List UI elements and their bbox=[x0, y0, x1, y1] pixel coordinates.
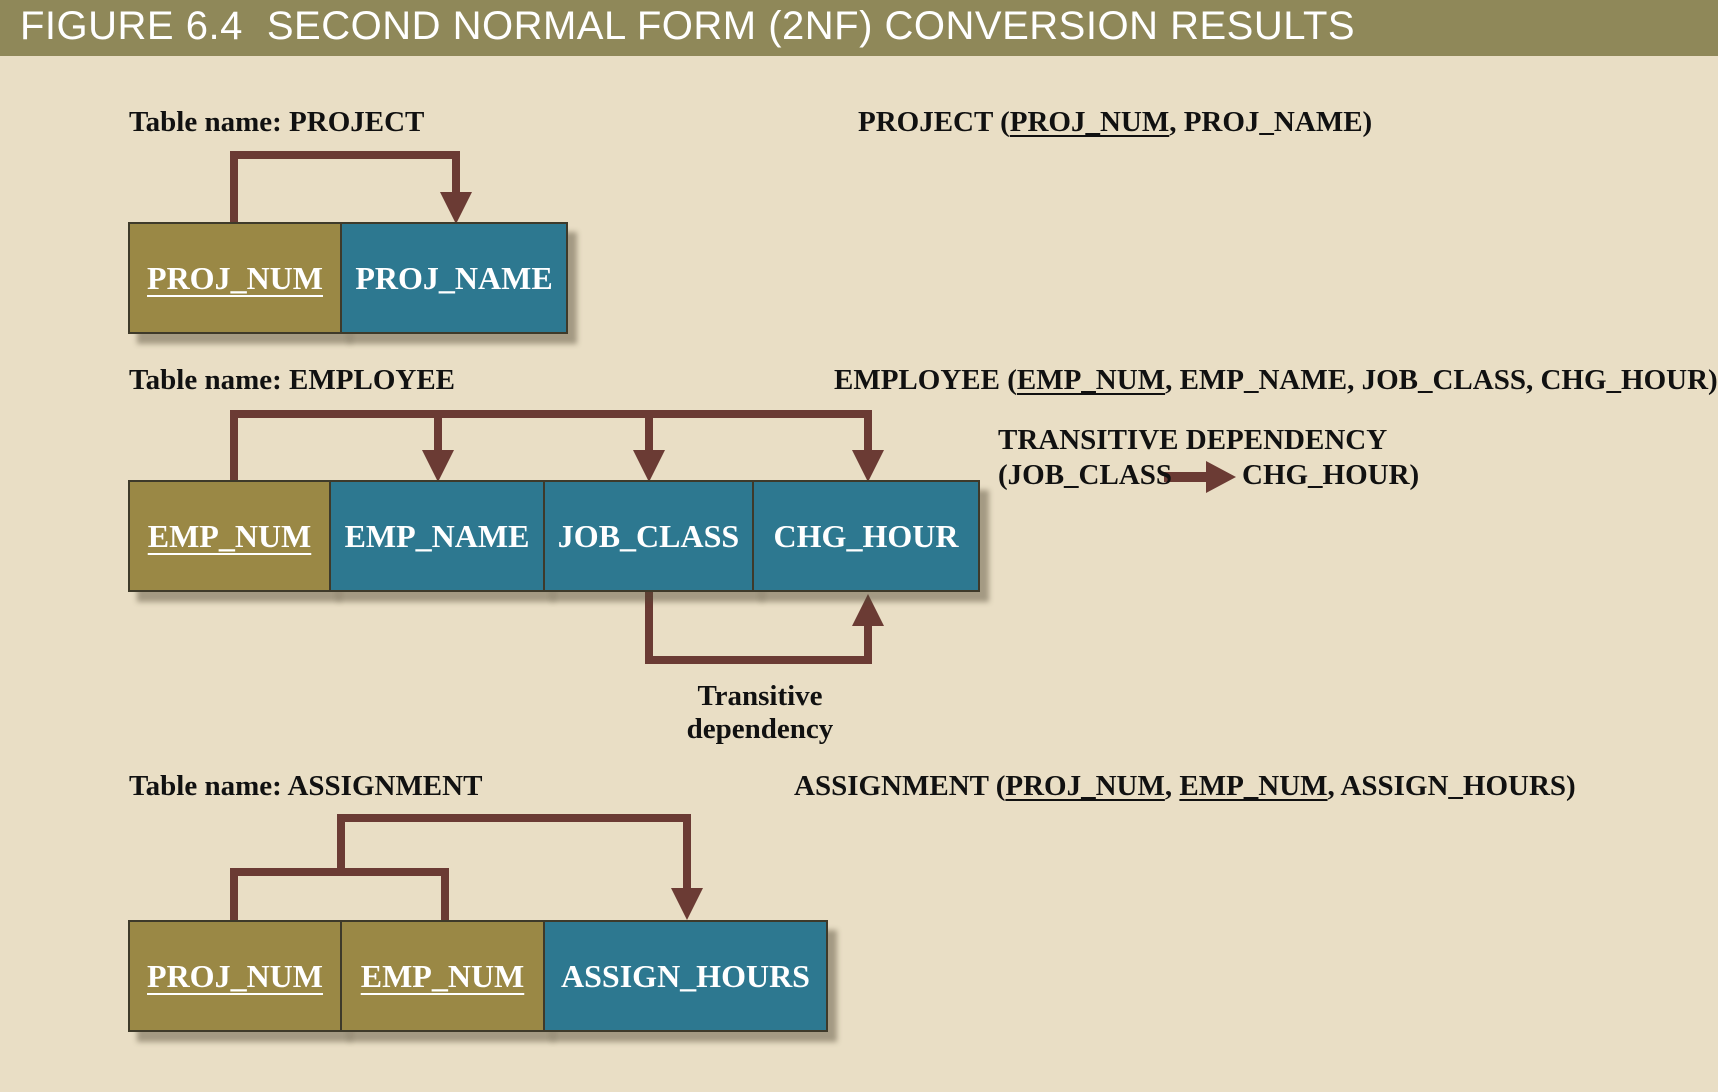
employee-col-chg-hour-label: CHG_HOUR bbox=[773, 517, 959, 554]
employee-arrowhead-emp-name bbox=[422, 450, 454, 482]
transitive-note-line2: dependency bbox=[686, 713, 834, 745]
employee-col-job-class-label: JOB_CLASS bbox=[557, 517, 740, 554]
employee-col-emp-num-label: EMP_NUM bbox=[147, 517, 312, 554]
assignment-schema-rest: , ASSIGN_HOURS) bbox=[1327, 770, 1576, 802]
assignment-key-bracket bbox=[230, 868, 449, 922]
project-dependency-line bbox=[230, 151, 460, 224]
employee-col-emp-name: EMP_NAME bbox=[329, 480, 545, 592]
employee-schema-rest: , EMP_NAME, JOB_CLASS, CHG_HOUR) bbox=[1165, 364, 1718, 396]
assignment-schema-name: ASSIGNMENT ( bbox=[794, 770, 1006, 802]
project-schema-name: PROJECT ( bbox=[858, 106, 1010, 138]
transitive-arrowhead bbox=[852, 594, 884, 626]
employee-col-job-class: JOB_CLASS bbox=[543, 480, 754, 592]
legend-arrowhead bbox=[1206, 461, 1236, 493]
figure-title-bar: FIGURE 6.4 SECOND NORMAL FORM (2NF) CONVE… bbox=[0, 0, 1718, 56]
employee-col-emp-name-label: EMP_NAME bbox=[344, 517, 530, 554]
employee-col-chg-hour: CHG_HOUR bbox=[752, 480, 980, 592]
assignment-col-assign-hours-label: ASSIGN_HOURS bbox=[561, 957, 810, 994]
assignment-dependency-line bbox=[337, 814, 691, 892]
project-col-proj-num: PROJ_NUM bbox=[128, 222, 342, 334]
employee-schema: EMPLOYEE (EMP_NUM, EMP_NAME, JOB_CLASS, … bbox=[834, 364, 1718, 397]
employee-arrowhead-chg-hour bbox=[852, 450, 884, 482]
project-schema: PROJECT (PROJ_NUM, PROJ_NAME) bbox=[858, 106, 1372, 139]
transitive-note-line1: Transitive bbox=[697, 680, 823, 712]
employee-arrowhead-job-class bbox=[633, 450, 665, 482]
assignment-schema-pk2: EMP_NUM bbox=[1179, 770, 1328, 802]
project-arrowhead bbox=[440, 192, 472, 224]
project-schema-rest: , PROJ_NAME) bbox=[1169, 106, 1373, 138]
assignment-schema: ASSIGNMENT (PROJ_NUM, EMP_NUM, ASSIGN_HO… bbox=[794, 770, 1576, 803]
transitive-dependency-line bbox=[645, 592, 872, 664]
assignment-arrowhead bbox=[671, 888, 703, 920]
assignment-schema-sep: , bbox=[1164, 770, 1180, 802]
transitive-dependency-title: TRANSITIVE DEPENDENCY bbox=[998, 424, 1388, 456]
project-schema-pk: PROJ_NUM bbox=[1009, 106, 1170, 138]
project-table-label: Table name: PROJECT bbox=[129, 106, 425, 138]
project-col-proj-num-label: PROJ_NUM bbox=[147, 259, 323, 296]
assignment-col-proj-num: PROJ_NUM bbox=[128, 920, 342, 1032]
assignment-col-emp-num: EMP_NUM bbox=[340, 920, 545, 1032]
employee-schema-name: EMPLOYEE ( bbox=[834, 364, 1017, 396]
assignment-col-emp-num-label: EMP_NUM bbox=[360, 957, 525, 994]
employee-col-emp-num: EMP_NUM bbox=[128, 480, 331, 592]
transitive-dependency-from: (JOB_CLASS bbox=[998, 459, 1173, 491]
figure-caption: SECOND NORMAL FORM (2NF) CONVERSION RESU… bbox=[266, 4, 1356, 48]
project-col-proj-name-label: PROJ_NAME bbox=[355, 259, 553, 296]
assignment-col-assign-hours: ASSIGN_HOURS bbox=[543, 920, 828, 1032]
figure-title: FIGURE 6.4 SECOND NORMAL FORM (2NF) CONVE… bbox=[20, 4, 1355, 49]
employee-table-label: Table name: EMPLOYEE bbox=[129, 364, 456, 396]
transitive-dependency-note: Transitive dependency bbox=[640, 680, 880, 746]
employee-dependency-line bbox=[230, 410, 872, 482]
employee-schema-pk: EMP_NUM bbox=[1016, 364, 1166, 396]
assignment-col-proj-num-label: PROJ_NUM bbox=[147, 957, 323, 994]
assignment-table-label: Table name: ASSIGNMENT bbox=[129, 770, 483, 802]
project-col-proj-name: PROJ_NAME bbox=[340, 222, 568, 334]
assignment-schema-pk1: PROJ_NUM bbox=[1005, 770, 1165, 802]
figure-number: FIGURE 6.4 bbox=[20, 4, 243, 48]
transitive-dependency-to: CHG_HOUR) bbox=[1242, 459, 1420, 491]
